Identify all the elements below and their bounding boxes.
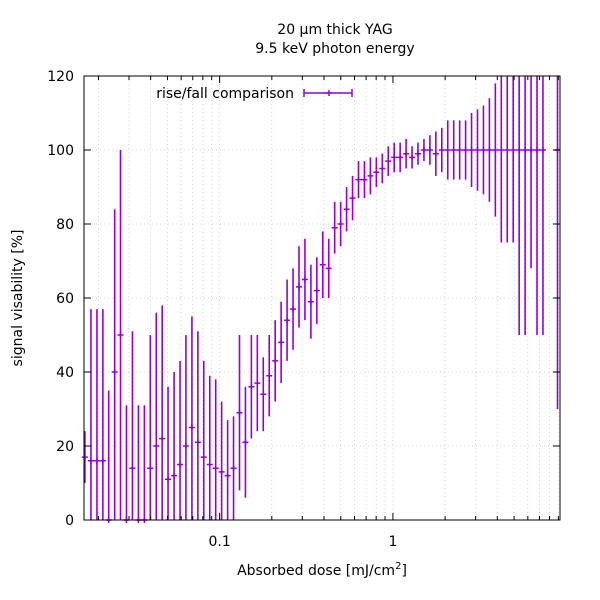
y-tick-label: 20 bbox=[56, 439, 74, 455]
data-point bbox=[165, 476, 172, 483]
data-point bbox=[284, 317, 291, 324]
data-point bbox=[534, 147, 541, 153]
data-point bbox=[117, 332, 124, 338]
data-point bbox=[516, 147, 523, 153]
y-tick-label: 60 bbox=[56, 291, 74, 307]
data-point bbox=[504, 147, 511, 153]
data-point bbox=[319, 261, 326, 268]
data-point bbox=[385, 158, 392, 165]
data-point bbox=[248, 383, 255, 390]
data-point bbox=[450, 147, 457, 153]
data-point bbox=[420, 147, 427, 153]
data-point bbox=[93, 457, 100, 464]
data-point bbox=[325, 265, 332, 272]
data-point bbox=[522, 147, 529, 153]
data-point bbox=[355, 176, 362, 183]
data-point bbox=[171, 472, 178, 479]
data-point bbox=[510, 147, 517, 153]
data-point bbox=[539, 147, 546, 153]
data-point bbox=[444, 147, 451, 153]
x-tick-label: 1 bbox=[388, 534, 397, 550]
data-point bbox=[147, 465, 154, 472]
data-series bbox=[81, 76, 561, 523]
y-axis-label: signal visability [%] bbox=[10, 230, 26, 367]
data-point bbox=[498, 147, 505, 153]
data-point bbox=[224, 472, 231, 479]
x-tick-label: 0.1 bbox=[208, 534, 230, 550]
data-point bbox=[432, 150, 439, 157]
y-tick-label: 80 bbox=[56, 217, 74, 233]
data-point bbox=[242, 439, 249, 446]
data-point bbox=[343, 206, 350, 213]
axis-ticks: 0 20 40 60 80 100 120 0.1 1 bbox=[47, 69, 560, 550]
data-point bbox=[272, 357, 279, 364]
data-point bbox=[254, 380, 261, 387]
legend: rise/fall comparison bbox=[156, 86, 353, 102]
data-point bbox=[403, 150, 410, 157]
data-point bbox=[177, 461, 184, 468]
data-point bbox=[307, 298, 314, 305]
data-point bbox=[206, 461, 213, 468]
data-point bbox=[230, 465, 237, 472]
x-axis-label-superscript: 2 bbox=[395, 561, 401, 572]
y-tick-label: 100 bbox=[47, 143, 74, 159]
data-point bbox=[301, 276, 308, 283]
data-point bbox=[159, 435, 166, 442]
data-point bbox=[337, 221, 344, 227]
data-point bbox=[194, 439, 201, 446]
data-point bbox=[492, 147, 499, 153]
data-point bbox=[81, 454, 88, 461]
data-point bbox=[361, 176, 368, 183]
data-point bbox=[528, 147, 535, 153]
legend-point-marker bbox=[326, 90, 332, 96]
data-point bbox=[468, 147, 475, 153]
data-point bbox=[426, 147, 433, 153]
data-point bbox=[480, 147, 487, 153]
data-point bbox=[200, 454, 207, 461]
data-point bbox=[182, 443, 189, 449]
data-point bbox=[414, 150, 421, 157]
data-point bbox=[367, 172, 374, 179]
data-point bbox=[290, 306, 297, 313]
data-point bbox=[486, 147, 493, 153]
data-point bbox=[474, 147, 481, 153]
data-point bbox=[188, 424, 195, 431]
x-axis-label-end: ] bbox=[401, 563, 406, 579]
y-tick-label: 40 bbox=[56, 365, 74, 381]
chart-title-line-2: 9.5 keV photon energy bbox=[255, 41, 414, 57]
data-point bbox=[391, 154, 398, 161]
data-point bbox=[111, 369, 118, 375]
data-point bbox=[373, 169, 380, 176]
data-point bbox=[236, 409, 243, 416]
data-point bbox=[153, 443, 160, 449]
data-point bbox=[438, 147, 445, 153]
data-point bbox=[313, 287, 320, 294]
x-axis-label-main: Absorbed dose [mJ/cm bbox=[237, 563, 395, 579]
data-point bbox=[278, 339, 285, 346]
x-axis-label: Absorbed dose [mJ/cm2] bbox=[237, 561, 407, 579]
data-point bbox=[218, 468, 225, 475]
data-point bbox=[295, 283, 302, 290]
data-point bbox=[409, 154, 416, 161]
data-point bbox=[87, 457, 94, 464]
data-point bbox=[129, 465, 136, 472]
y-tick-label: 120 bbox=[47, 69, 74, 85]
data-point bbox=[349, 195, 356, 202]
data-point bbox=[266, 372, 273, 379]
data-point bbox=[379, 165, 386, 172]
data-point bbox=[462, 147, 469, 153]
data-point bbox=[456, 147, 463, 153]
data-point bbox=[212, 465, 219, 472]
y-tick-label: 0 bbox=[65, 513, 74, 529]
legend-label: rise/fall comparison bbox=[156, 86, 294, 102]
data-point bbox=[99, 457, 106, 464]
chart-title-line-1: 20 µm thick YAG bbox=[277, 22, 392, 38]
data-point bbox=[260, 391, 267, 398]
data-point bbox=[331, 224, 338, 231]
data-point bbox=[397, 154, 404, 161]
